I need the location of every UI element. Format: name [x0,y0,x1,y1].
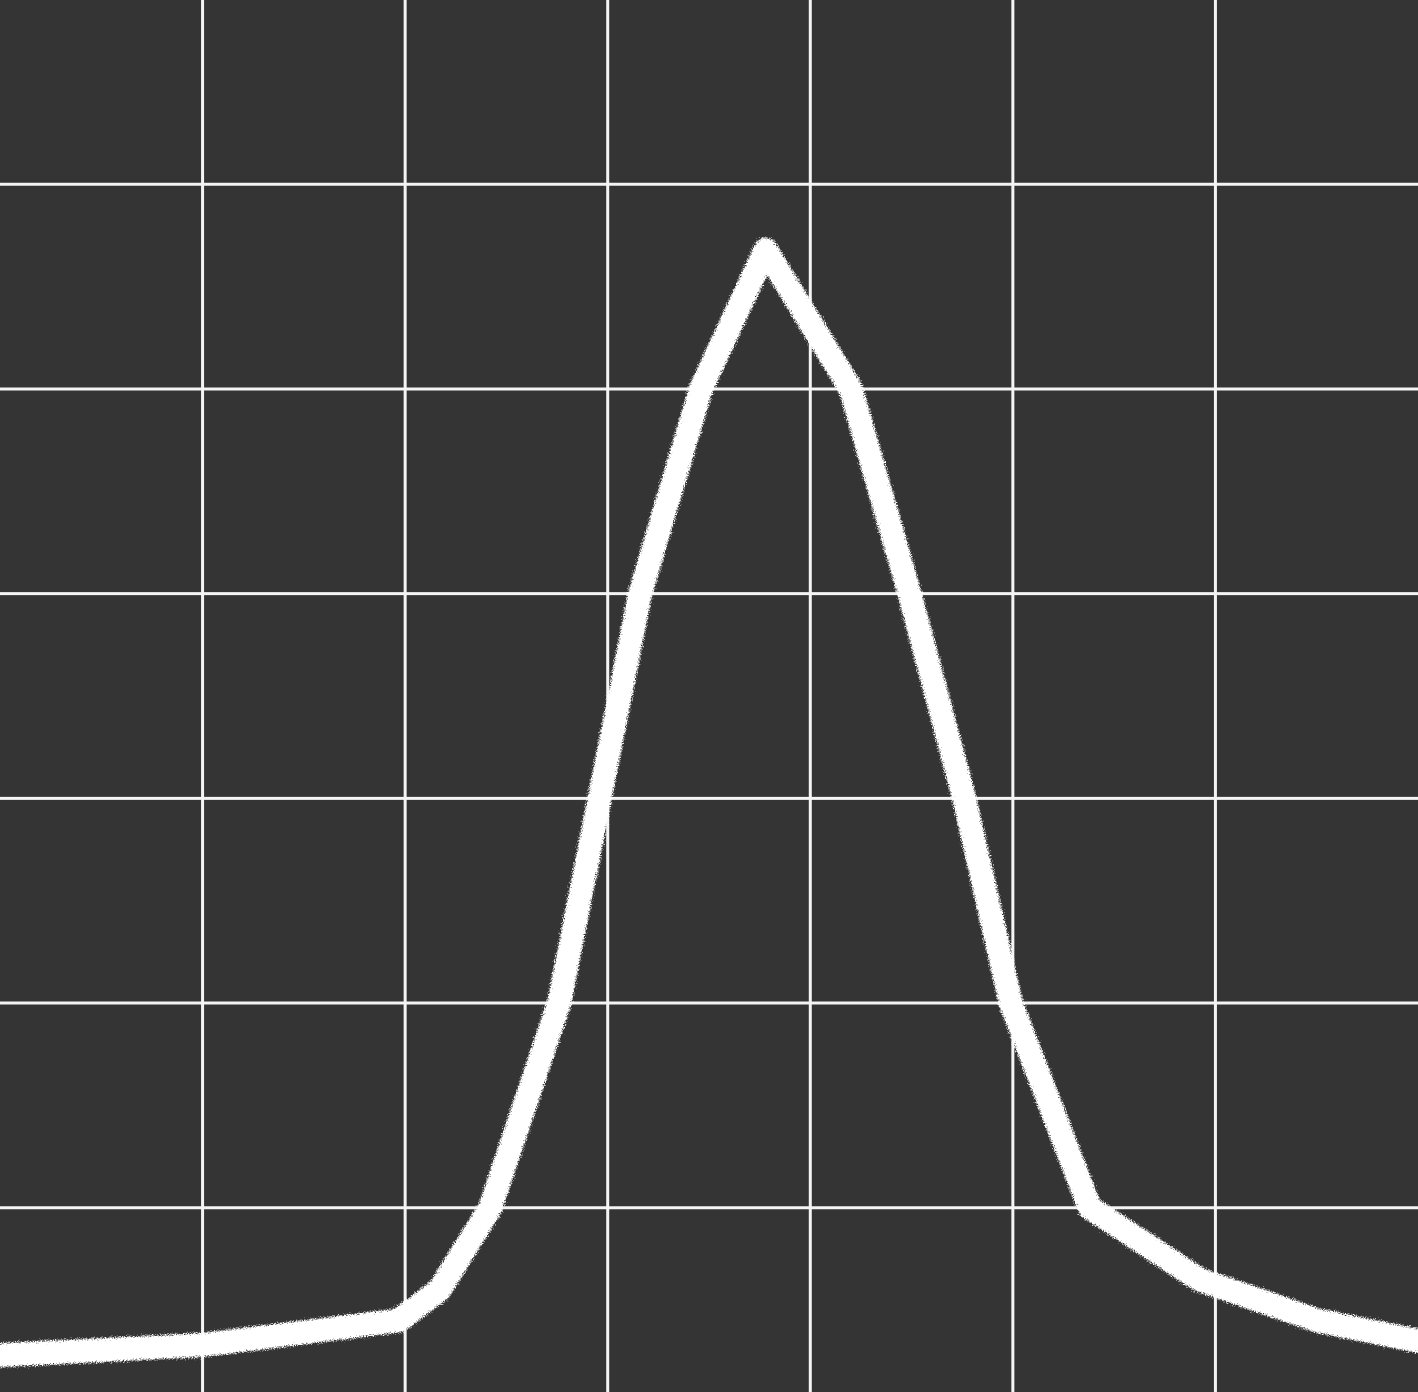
screen-background [0,0,1418,1392]
oscilloscope-screen [0,0,1418,1392]
